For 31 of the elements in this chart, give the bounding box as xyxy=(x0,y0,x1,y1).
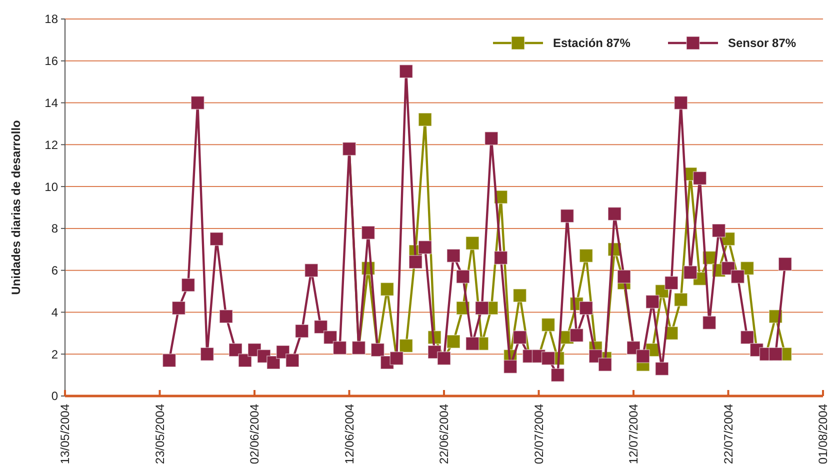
point xyxy=(466,236,480,250)
y-axis-title: Unidades diarias de desarrollo xyxy=(9,120,23,295)
y-tick-label: 2 xyxy=(51,347,58,362)
point xyxy=(579,248,594,263)
y-tick-label: 6 xyxy=(51,264,58,278)
x-tick-label: 22/07/2004 xyxy=(721,404,736,464)
x-tick-label: 13/05/2004 xyxy=(58,404,72,464)
point xyxy=(674,292,688,307)
x-tick-label: 12/07/2004 xyxy=(626,404,641,464)
y-tick-label: 10 xyxy=(44,180,58,194)
x-tick-label: 02/07/2004 xyxy=(532,404,546,464)
y-tick-label: 4 xyxy=(51,305,58,320)
x-tick-label: 22/06/2004 xyxy=(437,404,452,464)
point xyxy=(541,318,556,332)
point xyxy=(380,282,394,296)
y-tick-label: 12 xyxy=(44,138,58,152)
x-tick-label: 23/05/2004 xyxy=(152,404,167,464)
y-tick-label: 14 xyxy=(44,96,58,110)
point xyxy=(512,288,527,302)
legend-label: Estación 87% xyxy=(553,36,631,50)
point xyxy=(418,112,432,126)
point xyxy=(399,338,413,353)
y-tick-label: 18 xyxy=(44,12,58,26)
x-tick-label: 02/06/2004 xyxy=(248,404,262,464)
x-tick-label: 12/06/2004 xyxy=(342,404,356,464)
y-tick-label: 16 xyxy=(44,54,58,68)
y-tick-label: 8 xyxy=(51,222,58,236)
y-tick-label: 0 xyxy=(51,389,58,404)
x-tick-label: 01/08/2004 xyxy=(816,404,830,464)
point xyxy=(446,334,460,348)
legend-label: Sensor 87% xyxy=(728,36,796,50)
